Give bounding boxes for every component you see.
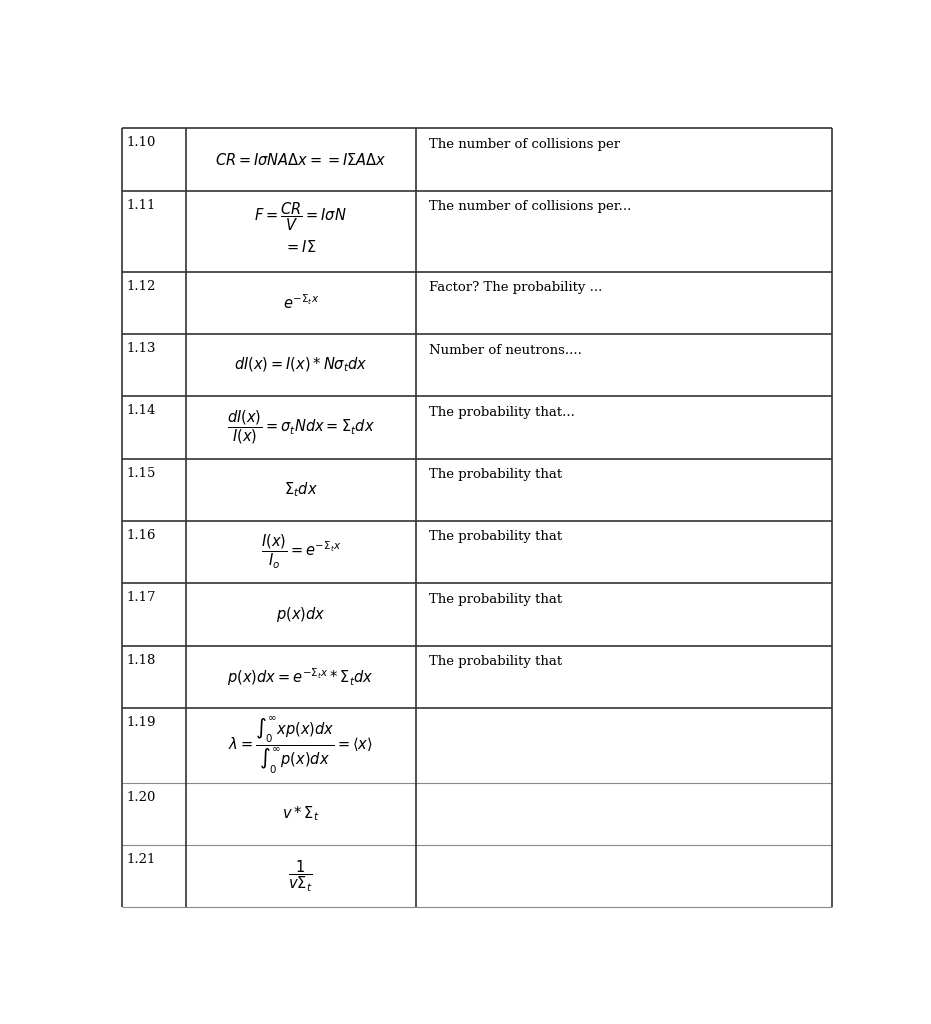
Text: The number of collisions per: The number of collisions per [429,138,620,151]
Text: 1.12: 1.12 [127,280,155,293]
Text: 1.11: 1.11 [127,199,155,212]
Text: $\dfrac{I(x)}{I_o} = e^{-\Sigma_t x}$: $\dfrac{I(x)}{I_o} = e^{-\Sigma_t x}$ [261,534,341,571]
Text: The probability that: The probability that [429,530,562,544]
Text: 1.10: 1.10 [127,136,155,150]
Text: Factor? The probability ...: Factor? The probability ... [429,282,602,294]
Text: 1.13: 1.13 [127,342,156,355]
Text: Number of neutrons....: Number of neutrons.... [429,343,582,356]
Text: $e^{-\Sigma_t x}$: $e^{-\Sigma_t x}$ [283,294,318,312]
Text: 1.19: 1.19 [127,716,156,729]
Text: 1.15: 1.15 [127,467,155,479]
Text: The probability that: The probability that [429,468,562,481]
Text: 1.18: 1.18 [127,653,155,667]
Text: $p(x)dx = e^{-\Sigma_t x} * \Sigma_t dx$: $p(x)dx = e^{-\Sigma_t x} * \Sigma_t dx$ [227,666,374,688]
Text: 1.16: 1.16 [127,529,156,542]
Text: The probability that: The probability that [429,655,562,668]
Text: $F = \dfrac{CR}{V} = I\sigma N$: $F = \dfrac{CR}{V} = I\sigma N$ [254,201,347,232]
Text: $CR = I\sigma NA\Delta x = = I\Sigma A\Delta x$: $CR = I\sigma NA\Delta x = = I\Sigma A\D… [215,152,386,168]
Text: The probability that: The probability that [429,593,562,606]
Text: 1.21: 1.21 [127,853,155,866]
Text: $\dfrac{1}{v\Sigma_t}$: $\dfrac{1}{v\Sigma_t}$ [289,859,313,894]
Text: $\dfrac{dI(x)}{I(x)} = \sigma_t Ndx = \Sigma_t dx$: $\dfrac{dI(x)}{I(x)} = \sigma_t Ndx = \S… [227,409,374,446]
Text: $= I\Sigma$: $= I\Sigma$ [285,240,317,255]
Text: 1.20: 1.20 [127,791,155,804]
Text: $p(x)dx$: $p(x)dx$ [276,605,326,624]
Text: The probability that...: The probability that... [429,406,574,419]
Text: 1.17: 1.17 [127,591,156,604]
Text: $dI(x) = I(x) * N\sigma_t dx$: $dI(x) = I(x) * N\sigma_t dx$ [234,356,368,375]
Text: $\Sigma_t dx$: $\Sigma_t dx$ [284,480,317,500]
Text: $\lambda = \dfrac{\int_0^{\infty} xp(x)dx}{\int_0^{\infty} p(x)dx} = \langle x \: $\lambda = \dfrac{\int_0^{\infty} xp(x)d… [228,715,373,775]
Text: 1.14: 1.14 [127,404,155,417]
Text: $v * \Sigma_t$: $v * \Sigma_t$ [282,805,319,823]
Text: The number of collisions per...: The number of collisions per... [429,200,631,213]
